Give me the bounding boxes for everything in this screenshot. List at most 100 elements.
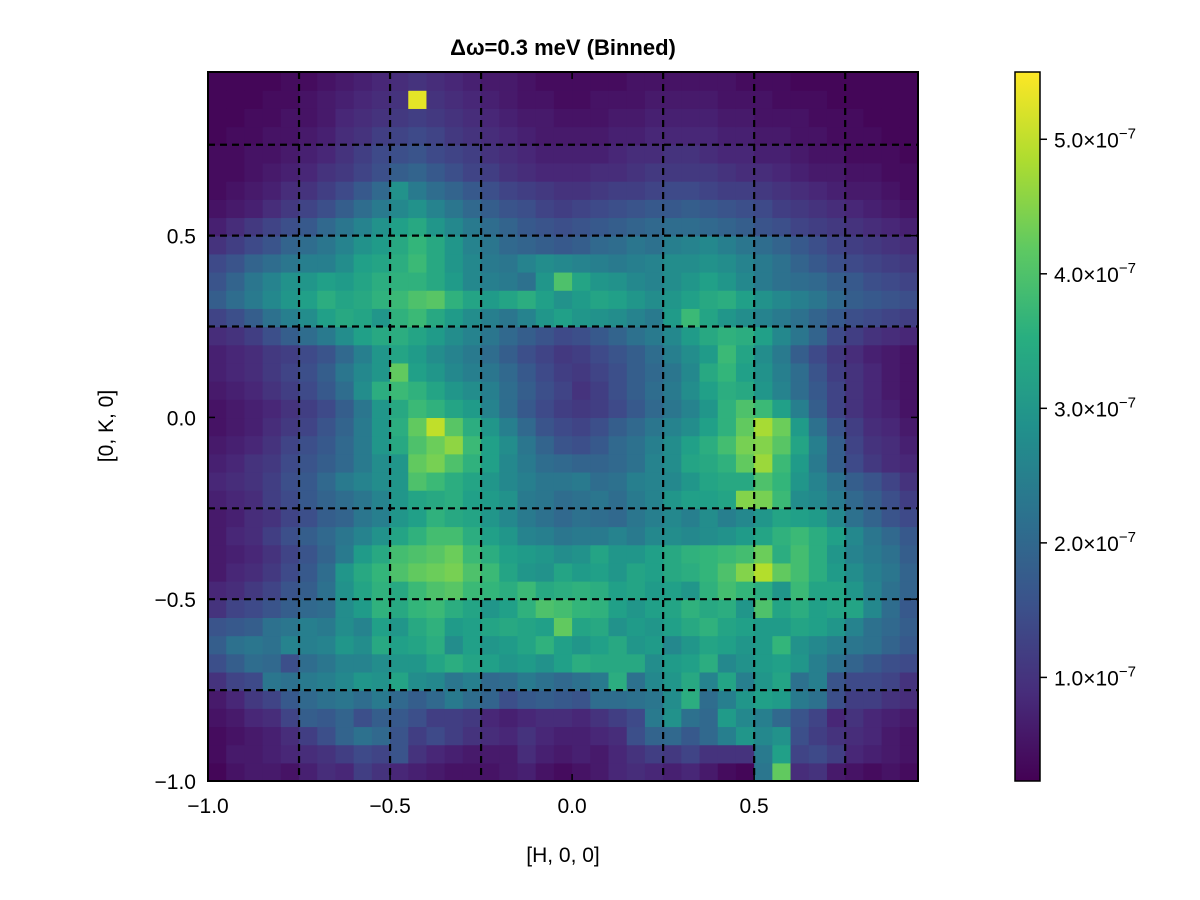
heatmap-cell: [845, 508, 864, 528]
heatmap-cell: [517, 308, 537, 328]
heatmap-cell: [553, 181, 573, 200]
heatmap-cell: [899, 108, 919, 128]
heatmap-cell: [663, 762, 682, 782]
heatmap-cell: [735, 562, 755, 582]
heatmap-cell: [226, 635, 246, 655]
heatmap-cell: [335, 72, 355, 91]
heatmap-cell: [426, 72, 446, 91]
heatmap-cell: [845, 490, 864, 509]
heatmap-cell: [572, 726, 591, 746]
heatmap-cell: [772, 490, 792, 509]
heatmap-cell: [408, 635, 428, 655]
heatmap-cell: [790, 290, 810, 309]
heatmap-cell: [735, 762, 755, 782]
heatmap-cell: [444, 471, 464, 491]
heatmap-cell: [408, 508, 428, 528]
heatmap-cell: [353, 726, 373, 746]
heatmap-cell: [499, 526, 519, 546]
heatmap-cell: [681, 235, 701, 255]
heatmap-cell: [335, 562, 355, 582]
heatmap-cell: [335, 253, 355, 273]
heatmap-cell: [353, 326, 373, 346]
heatmap-cell: [462, 744, 482, 764]
heatmap-cell: [371, 199, 391, 219]
heatmap-cell: [262, 635, 282, 655]
heatmap-cell: [462, 326, 482, 346]
heatmap-cell: [863, 308, 883, 328]
heatmap-cell: [244, 72, 264, 91]
heatmap-cell: [754, 690, 773, 709]
heatmap-cell: [280, 253, 300, 273]
heatmap-cell: [644, 90, 664, 109]
heatmap-cell: [499, 471, 519, 491]
heatmap-cell: [262, 126, 282, 146]
heatmap-cell: [826, 562, 846, 582]
heatmap-cell: [535, 417, 555, 437]
heatmap-cell: [644, 453, 664, 473]
heatmap-cell: [280, 526, 300, 546]
heatmap-cell: [299, 144, 318, 164]
heatmap-cell: [608, 362, 628, 382]
heatmap-cell: [790, 726, 810, 746]
heatmap-cell: [754, 199, 773, 219]
heatmap-cell: [262, 435, 282, 455]
heatmap-cell: [262, 562, 282, 582]
x-tick-label: 0.5: [740, 795, 769, 818]
y-tick-label: −0.5: [155, 589, 196, 612]
heatmap-cell: [845, 671, 864, 691]
heatmap-cell: [863, 617, 883, 637]
heatmap-cell: [644, 762, 664, 782]
heatmap-cell: [335, 599, 355, 618]
heatmap-cell: [390, 308, 409, 328]
heatmap-cell: [699, 362, 719, 382]
heatmap-cell: [535, 126, 555, 146]
heatmap-cell: [353, 690, 373, 709]
heatmap-cell: [863, 362, 883, 382]
heatmap-cell: [226, 162, 246, 182]
heatmap-cell: [881, 526, 901, 546]
heatmap-cell: [699, 162, 719, 182]
heatmap-cell: [626, 290, 646, 309]
heatmap-cell: [663, 562, 682, 582]
heatmap-cell: [499, 217, 519, 237]
heatmap-cell: [444, 399, 464, 419]
heatmap-cell: [335, 162, 355, 182]
heatmap-cell: [390, 762, 409, 782]
heatmap-cell: [772, 144, 792, 164]
heatmap-cell: [772, 271, 792, 291]
heatmap-cell: [845, 435, 864, 455]
heatmap-cell: [772, 526, 792, 546]
heatmap-cell: [899, 690, 919, 709]
heatmap-cell: [317, 90, 337, 109]
heatmap-cell: [244, 417, 264, 437]
heatmap-cell: [681, 271, 701, 291]
heatmap-cell: [444, 726, 464, 746]
heatmap-cell: [335, 181, 355, 200]
heatmap-cell: [553, 471, 573, 491]
heatmap-cell: [881, 671, 901, 691]
heatmap-cell: [481, 581, 500, 600]
heatmap-cell: [317, 471, 337, 491]
heatmap-cell: [790, 72, 810, 91]
heatmap-cell: [426, 653, 446, 673]
heatmap-cell: [826, 126, 846, 146]
heatmap-cell: [499, 508, 519, 528]
heatmap-cell: [644, 181, 664, 200]
heatmap-cell: [462, 181, 482, 200]
heatmap-cell: [735, 381, 755, 400]
heatmap-cell: [390, 381, 409, 400]
heatmap-cell: [317, 326, 337, 346]
heatmap-cell: [371, 726, 391, 746]
heatmap-cell: [735, 653, 755, 673]
heatmap-cell: [481, 726, 500, 746]
heatmap-cell: [481, 435, 500, 455]
heatmap-cell: [772, 435, 792, 455]
heatmap-cell: [590, 417, 610, 437]
heatmap-cell: [590, 308, 610, 328]
heatmap-cell: [808, 181, 828, 200]
heatmap-cell: [717, 381, 737, 400]
heatmap-cell: [244, 508, 264, 528]
heatmap-cell: [808, 708, 828, 728]
heatmap-cell: [280, 417, 300, 437]
heatmap-cell: [626, 544, 646, 564]
